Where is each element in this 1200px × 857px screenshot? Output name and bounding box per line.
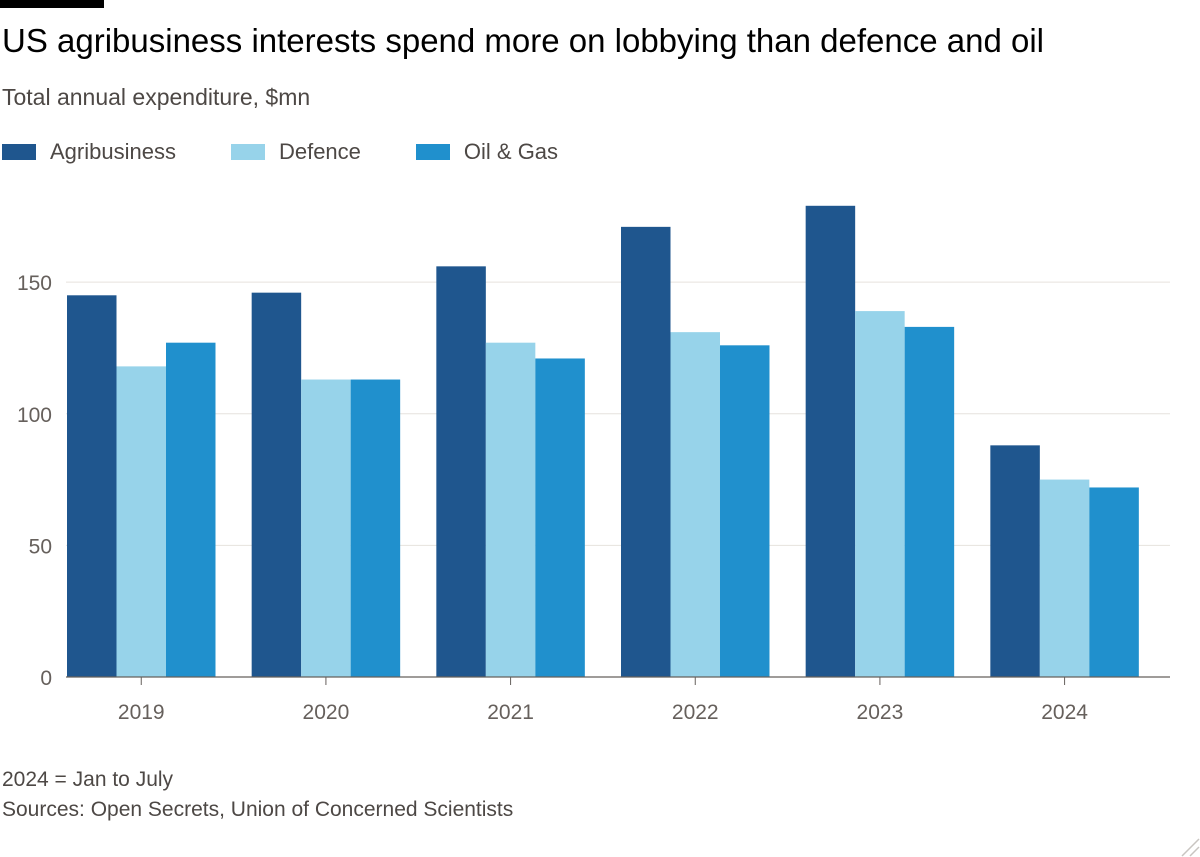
bar-defence-2019 [116, 366, 166, 677]
x-tick-label: 2022 [672, 701, 719, 724]
legend-label-defence: Defence [278, 139, 361, 164]
bar-agribusiness-2023 [805, 205, 856, 677]
chart-footnote: 2024 = Jan to July [2, 768, 174, 791]
chart-subtitle: Total annual expenditure, $mn [2, 84, 311, 110]
bar-defence-2020 [301, 379, 351, 677]
y-tick-label: 100 [17, 404, 52, 427]
bar-oil_gas-2020 [350, 379, 401, 677]
x-tick-label: 2023 [857, 701, 904, 724]
bar-oil_gas-2023 [904, 326, 955, 677]
x-tick-label: 2021 [487, 701, 534, 724]
bar-agribusiness-2024 [990, 445, 1040, 677]
bar-defence-2024 [1039, 479, 1090, 677]
bar-oil_gas-2024 [1089, 487, 1139, 677]
legend-swatch-defence [230, 144, 265, 160]
y-tick-label: 150 [17, 272, 52, 295]
x-tick-label: 2024 [1041, 701, 1088, 724]
bar-oil_gas-2019 [166, 342, 216, 677]
legend-item-oil-gas: Oil & Gas [415, 139, 559, 165]
bar-agribusiness-2022 [621, 226, 671, 677]
legend-swatch-oil-gas [415, 144, 450, 160]
bar-defence-2021 [485, 342, 536, 677]
legend-item-defence: Defence [230, 139, 361, 165]
x-tick-label: 2019 [118, 701, 165, 724]
bar-agribusiness-2021 [436, 266, 486, 677]
resize-corner-icon [1181, 838, 1200, 857]
legend-label-oil-gas: Oil & Gas [463, 139, 559, 164]
legend-swatch-agribusiness [2, 144, 36, 160]
y-tick-label: 50 [29, 535, 52, 558]
legend-item-agribusiness: Agribusiness [2, 139, 176, 165]
bar-oil_gas-2021 [535, 358, 585, 677]
chart-title: US agribusiness interests spend more on … [2, 22, 1044, 59]
chart-source: Sources: Open Secrets, Union of Concerne… [2, 798, 514, 821]
bar-agribusiness-2020 [251, 292, 302, 677]
y-tick-label: 0 [40, 667, 52, 690]
bar-defence-2022 [670, 332, 720, 677]
bar-defence-2023 [855, 311, 905, 677]
brand-bar [0, 0, 104, 8]
legend-label-agribusiness: Agribusiness [50, 139, 176, 164]
bar-oil_gas-2022 [720, 345, 770, 677]
bar-agribusiness-2019 [67, 295, 117, 677]
x-tick-label: 2020 [303, 701, 350, 724]
bar-chart: 0 50 100 150 2019 2020 2021 2022 2023 2024 [17, 205, 1170, 724]
chart-legend: Agribusiness Defence Oil & Gas [2, 138, 613, 166]
